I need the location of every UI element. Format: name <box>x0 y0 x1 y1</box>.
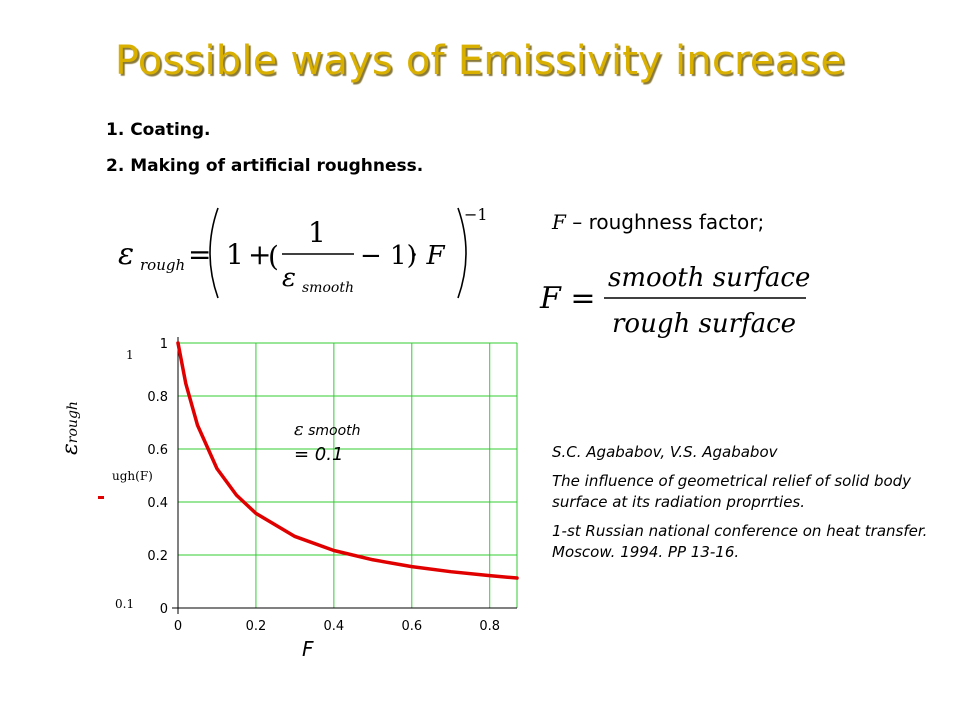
formula-minus-one: − 1) <box>360 241 417 271</box>
y-tick-label: 0.6 <box>147 443 168 458</box>
x-tick-label: 0.6 <box>401 619 422 634</box>
y-tick-label: 0.8 <box>147 390 168 405</box>
slide-title: Possible ways of Emissivity increase <box>114 38 846 84</box>
y-tick-label: 0.4 <box>147 496 168 511</box>
formula-one: 1 <box>226 238 244 271</box>
axis-artifact-top: 1 <box>126 348 134 362</box>
y-axis-label: εrough <box>58 401 83 455</box>
formula-frac-den: ε <box>282 263 296 293</box>
axis-artifact-mid: ugh(F) <box>112 469 153 483</box>
emissivity-formula: ε rough = 1 + ( 1 ε smooth − 1) · F −1 <box>118 205 488 299</box>
formula-eq: = <box>188 238 211 271</box>
reference-authors: S.C. Agababov, V.S. Agababov <box>552 443 778 461</box>
method-list: 1. Coating. 2. Making of artificial roug… <box>106 120 423 192</box>
chart-ticks: 0 0.2 0.4 0.6 0.8 0 0.2 0.4 0.6 0.8 1 <box>147 337 500 634</box>
y-tick-label: 1 <box>160 337 168 352</box>
reference-block: S.C. Agababov, V.S. Agababov The influen… <box>552 442 932 571</box>
roughness-lhs: F = <box>539 281 596 316</box>
chart-grid <box>177 342 518 609</box>
formula-frac-num: 1 <box>308 216 326 249</box>
y-tick-label: 0.2 <box>147 549 168 564</box>
roughness-denominator: rough surface <box>612 309 796 339</box>
axis-artifact-bot: 0.1 <box>115 597 135 611</box>
roughness-formula: F = smooth surface rough surface <box>539 263 810 339</box>
formula-lhs: ε <box>118 237 134 272</box>
list-item-roughness: 2. Making of artificial roughness. <box>106 156 424 176</box>
formula-open: ( <box>268 240 279 273</box>
x-tick-label: 0.8 <box>479 619 500 634</box>
chart-axes <box>172 337 517 614</box>
legend-dash <box>98 496 104 499</box>
formula-exponent: −1 <box>464 205 488 224</box>
list-item-coating: 1. Coating. <box>106 120 211 140</box>
eps-smooth-annotation: ε smooth = 0.1 <box>294 419 361 465</box>
formula-lhs-sub: rough <box>140 256 185 274</box>
roughness-factor-label: F – roughness factor; <box>552 210 765 234</box>
reference-venue: 1-st Russian national conference on heat… <box>552 522 928 561</box>
formula-plus: + <box>248 238 271 271</box>
x-tick-label: 0 <box>174 619 182 634</box>
formula-frac-den-sub: smooth <box>302 280 354 296</box>
formula-dot-f: · F <box>410 241 446 271</box>
reference-paper: The influence of geometrical relief of s… <box>552 472 912 511</box>
x-axis-label: F <box>302 637 314 661</box>
y-tick-label: 0 <box>160 602 168 617</box>
roughness-numerator: smooth surface <box>608 263 810 293</box>
x-tick-label: 0.4 <box>324 619 345 634</box>
x-tick-label: 0.2 <box>246 619 267 634</box>
